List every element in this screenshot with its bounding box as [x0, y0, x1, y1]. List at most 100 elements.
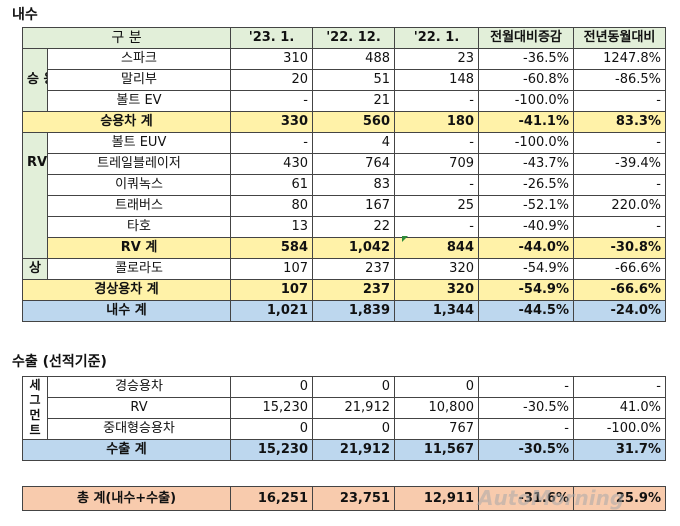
value-jan-2023: 1,021	[230, 300, 313, 322]
value-mom: -36.5%	[478, 48, 574, 70]
table-row: 타호 13 22 - -40.9% -	[23, 216, 666, 238]
value-jan-2022: 10,800	[394, 397, 479, 419]
value-yoy: 83.3%	[573, 111, 666, 133]
grand-total-row: 총 계(내수+수출) 16,251 23,751 12,911 -31.6% 2…	[22, 486, 666, 511]
value-mom: -41.1%	[478, 111, 574, 133]
export-sales-table: 세 그 먼 트 경승용차 0 0 0 - - RV 15,230 21,912 …	[22, 376, 666, 461]
value-yoy: -86.5%	[573, 69, 666, 91]
total-label: 수출 계	[22, 439, 231, 461]
header-dec-2022: '22. 12.	[312, 27, 395, 49]
value-jan-2023: 107	[230, 279, 313, 301]
value-yoy: -	[573, 216, 666, 238]
model-name: 타호	[47, 216, 231, 238]
model-name: 트레일블레이저	[47, 153, 231, 175]
table-row: 트래버스 80 167 25 -52.1% 220.0%	[23, 195, 666, 217]
value-jan-2022: -	[394, 132, 479, 154]
value-jan-2023: 15,230	[230, 439, 313, 461]
value-mom: -26.5%	[478, 174, 574, 196]
table-row: RV 15,230 21,912 10,800 -30.5% 41.0%	[23, 397, 666, 419]
value-dec-2022: 764	[312, 153, 395, 175]
value-yoy: -	[573, 174, 666, 196]
value-jan-2022: 148	[394, 69, 479, 91]
subtotal-row: RV 계 584 1,042 844 -44.0% -30.8%	[22, 237, 666, 259]
value-yoy: 220.0%	[573, 195, 666, 217]
value-mom: -54.9%	[478, 279, 574, 301]
cell-comment-marker	[402, 236, 408, 242]
subtotal-row: 경상용차 계 107 237 320 -54.9% -66.6%	[22, 279, 666, 301]
value-jan-2023: 0	[230, 418, 313, 440]
model-name: 트래버스	[47, 195, 231, 217]
value-jan-2023: -	[230, 132, 313, 154]
group-segment: 세 그 먼 트	[22, 376, 48, 440]
model-name: 볼트 EV	[47, 90, 231, 112]
domestic-section-title: 내수	[12, 7, 38, 23]
subtotal-label: 경상용차 계	[22, 279, 231, 301]
value-jan-2022: 320	[394, 258, 479, 280]
export-section-title: 수출 (선적기준)	[12, 354, 107, 370]
watermark: AutoMorning	[478, 486, 625, 510]
table-row: 트레일블레이저 430 764 709 -43.7% -39.4%	[23, 153, 666, 175]
value-yoy: -39.4%	[573, 153, 666, 175]
group-label: 상	[29, 261, 41, 276]
header-jan-2023: '23. 1.	[230, 27, 313, 49]
value-yoy: 31.7%	[573, 439, 666, 461]
table-row: 승 용 스파크 310 488 23 -36.5% 1247.8%	[22, 48, 666, 112]
value-mom: -52.1%	[478, 195, 574, 217]
value-dec-2022: 4	[312, 132, 395, 154]
value-jan-2022: -	[394, 90, 479, 112]
table-row: 상 콜로라도 107 237 320 -54.9% -66.6%	[22, 258, 666, 280]
value-jan-2022: 1,344	[394, 300, 479, 322]
value-dec-2022: 560	[312, 111, 395, 133]
group-commercial: 상	[22, 258, 48, 280]
value-dec-2022: 22	[312, 216, 395, 238]
model-name: 중대형승용차	[47, 418, 231, 440]
value-dec-2022: 21,912	[312, 439, 395, 461]
value-mom: -44.5%	[478, 300, 574, 322]
value-dec-2022: 237	[312, 258, 395, 280]
value-yoy: -24.0%	[573, 300, 666, 322]
value-dec-2022: 23,751	[312, 486, 395, 511]
model-name: 이쿼녹스	[47, 174, 231, 196]
value-dec-2022: 21	[312, 90, 395, 112]
value-dec-2022: 1,042	[312, 237, 395, 259]
value-jan-2022: 25	[394, 195, 479, 217]
value-jan-2023: -	[230, 90, 313, 112]
value-jan-2023: 330	[230, 111, 313, 133]
model-name: 볼트 EUV	[47, 132, 231, 154]
header-jan-2022: '22. 1.	[394, 27, 479, 49]
model-name: 경승용차	[47, 376, 231, 398]
value-mom: -31.6%	[478, 486, 574, 511]
table-row: RV 볼트 EUV - 4 - -100.0% -	[22, 132, 666, 259]
value-jan-2022: -	[394, 174, 479, 196]
value-yoy: -100.0%	[573, 418, 666, 440]
value-jan-2023: 0	[230, 376, 313, 398]
group-passenger: 승 용	[22, 48, 48, 112]
total-row: 수출 계 15,230 21,912 11,567 -30.5% 31.7%	[22, 439, 666, 461]
header-category: 구 분	[22, 27, 231, 49]
table-row: 이쿼녹스 61 83 - -26.5% -	[23, 174, 666, 196]
group-rv: RV	[22, 132, 48, 259]
value-dec-2022: 51	[312, 69, 395, 91]
domestic-sales-table: 구 분 '23. 1. '22. 12. '22. 1. 전월대비증감 전년동월…	[22, 27, 666, 322]
value-mom: -54.9%	[478, 258, 574, 280]
value-mom: -60.8%	[478, 69, 574, 91]
value-mom: -44.0%	[478, 237, 574, 259]
value-yoy: 25.9%	[573, 486, 666, 511]
group-label: 세 그 먼 트	[29, 378, 41, 437]
value-mom: -43.7%	[478, 153, 574, 175]
grand-total-table: 총 계(내수+수출) 16,251 23,751 12,911 -31.6% 2…	[22, 486, 666, 511]
value-dec-2022: 83	[312, 174, 395, 196]
value-jan-2022: 767	[394, 418, 479, 440]
value-yoy: -30.8%	[573, 237, 666, 259]
value-jan-2022: 0	[394, 376, 479, 398]
group-label: RV	[27, 155, 48, 170]
value-dec-2022: 21,912	[312, 397, 395, 419]
value-mom: -100.0%	[478, 132, 574, 154]
table-row: 세 그 먼 트 경승용차 0 0 0 - -	[22, 376, 666, 440]
value-jan-2022: 320	[394, 279, 479, 301]
subtotal-row: 승용차 계 330 560 180 -41.1% 83.3%	[22, 111, 666, 133]
value-dec-2022: 167	[312, 195, 395, 217]
value-dec-2022: 237	[312, 279, 395, 301]
header-mom-change: 전월대비증감	[478, 27, 574, 49]
value-jan-2022: -	[394, 216, 479, 238]
